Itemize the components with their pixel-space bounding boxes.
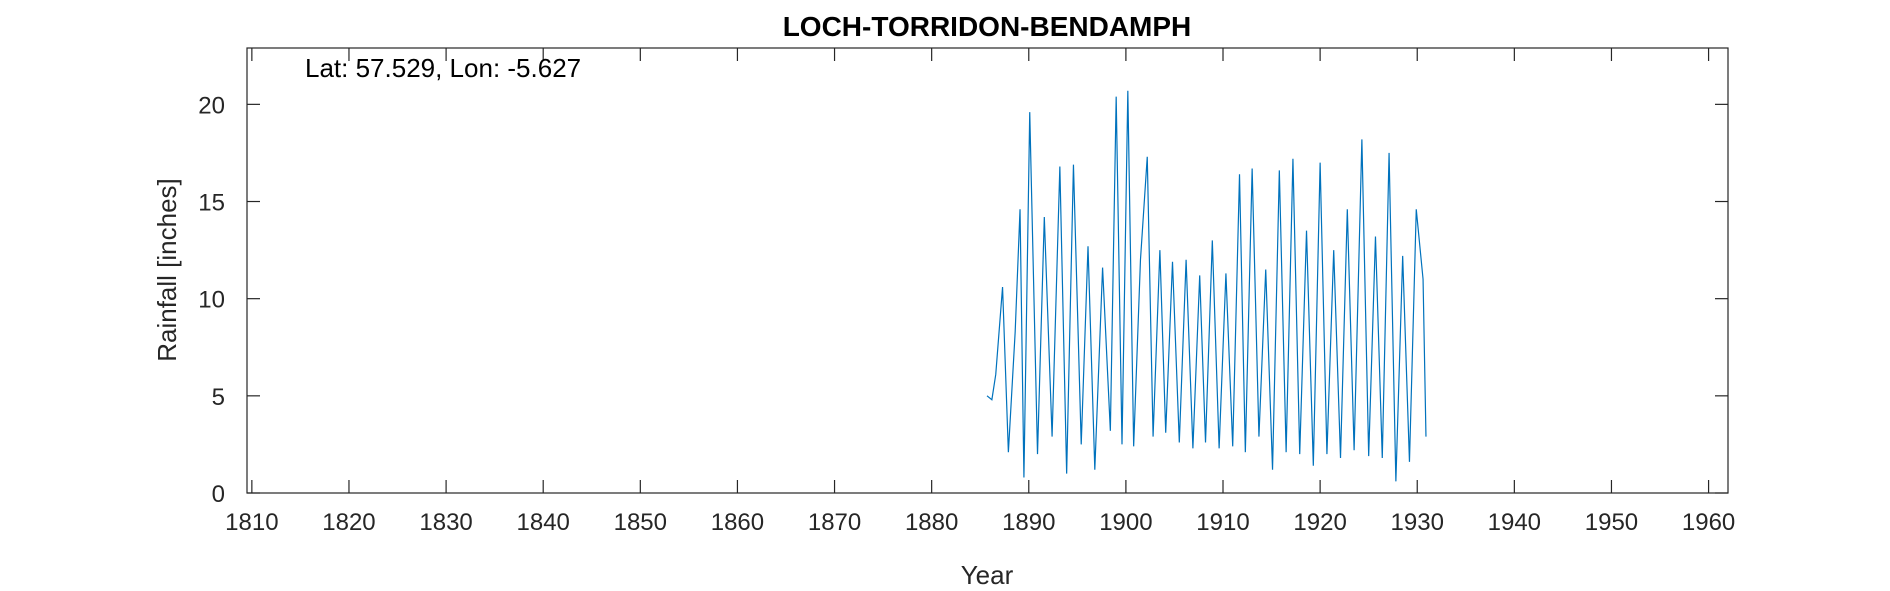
x-tick-label: 1930 [1391,509,1444,536]
x-tick-label: 1840 [517,509,570,536]
y-tick-label: 5 [212,384,225,411]
y-axis: 0 5 10 15 20 [198,92,1728,508]
y-tick-label: 15 [198,190,225,217]
x-tick-label: 1890 [1002,509,1055,536]
plot-area [246,47,1729,494]
rainfall-series-line [986,90,1427,482]
y-tick-label: 10 [198,287,225,314]
x-tick-label: 1850 [614,509,667,536]
x-tick-label: 1910 [1196,509,1249,536]
x-axis: 1810 1820 1830 1840 1850 1860 1870 1880 1890 1900… [225,48,1735,536]
y-axis-label: Rainfall [inches] [152,178,182,362]
x-tick-label: 1900 [1099,509,1152,536]
x-tick-label: 1940 [1488,509,1541,536]
x-tick-label: 1920 [1293,509,1346,536]
x-tick-label: 1830 [419,509,472,536]
chart-title: LOCH-TORRIDON-BENDAMPH [783,11,1192,42]
x-tick-label: 1880 [905,509,958,536]
y-tick-label: 20 [198,92,225,119]
x-tick-label: 1870 [808,509,861,536]
x-tick-label: 1860 [711,509,764,536]
y-tick-label: 0 [212,481,225,508]
location-annotation: Lat: 57.529, Lon: -5.627 [305,53,581,83]
x-tick-label: 1810 [225,509,278,536]
x-tick-label: 1950 [1585,509,1638,536]
x-axis-label: Year [961,560,1014,590]
x-tick-label: 1960 [1682,509,1735,536]
x-tick-label: 1820 [322,509,375,536]
